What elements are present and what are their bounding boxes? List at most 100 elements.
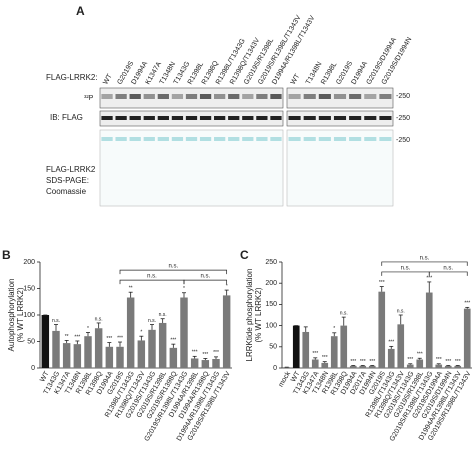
panel-label: C <box>240 248 249 262</box>
row-label: SDS-PAGE: <box>46 176 89 185</box>
significance: *** <box>117 335 123 341</box>
bar <box>321 362 329 368</box>
significance: * <box>226 283 228 289</box>
band <box>171 94 184 99</box>
band <box>101 94 113 99</box>
bar <box>84 336 92 368</box>
significance: n.s. <box>52 318 60 324</box>
band <box>318 137 331 141</box>
bar <box>463 308 471 368</box>
y-axis-label: LRRKtide phosphorylation <box>245 269 254 362</box>
band <box>318 94 331 99</box>
bar <box>454 365 462 368</box>
bracket-label: n.s. <box>401 266 411 272</box>
significance: ** <box>65 334 69 340</box>
significance: *** <box>213 350 219 356</box>
bar <box>169 347 178 368</box>
significance: n.s. <box>397 308 405 314</box>
significance: *** <box>360 359 366 365</box>
band <box>185 116 198 120</box>
y-tick-label: 100 <box>265 322 277 329</box>
row-label: FLAG-LRRK2 <box>46 165 96 174</box>
bracket <box>119 279 185 285</box>
significance: * <box>87 326 89 332</box>
y-tick-label: 100 <box>23 312 35 319</box>
y-axis-label: (% WT LRRK2) <box>16 287 25 342</box>
y-tick-label: 150 <box>265 301 277 308</box>
bar <box>368 365 376 368</box>
y-tick-label: 150 <box>23 285 35 292</box>
bar <box>62 343 71 368</box>
band <box>143 137 155 141</box>
bracket-label: n.s. <box>200 274 210 280</box>
significance: * <box>333 326 335 332</box>
y-tick-label: 0 <box>31 365 35 372</box>
bar <box>222 295 231 368</box>
significance: *** <box>426 275 432 281</box>
band <box>270 116 282 120</box>
bar <box>406 364 414 368</box>
row-label: IB: FLAG <box>50 113 83 122</box>
bar <box>444 365 452 368</box>
significance: *** <box>192 350 198 356</box>
band <box>303 94 316 99</box>
x-tick-label: WT <box>290 370 302 384</box>
significance: *** <box>464 301 470 307</box>
lane-label: WT <box>102 72 114 86</box>
bar <box>94 328 103 368</box>
x-tick-label: WT <box>39 370 51 384</box>
y-tick-label: 0 <box>273 365 277 372</box>
bar <box>52 330 60 368</box>
band <box>101 137 113 141</box>
band <box>364 94 377 99</box>
bar <box>158 322 167 368</box>
band <box>379 94 392 99</box>
band <box>171 137 184 141</box>
bracket-label: n.s. <box>420 256 430 262</box>
significance: *** <box>106 336 112 342</box>
significance: n.s. <box>340 310 348 316</box>
y-axis-label: (% WT LRRK2) <box>254 287 263 342</box>
band <box>288 116 301 120</box>
band <box>270 137 282 141</box>
band <box>129 137 141 141</box>
bar <box>212 358 220 368</box>
significance: *** <box>388 340 394 346</box>
significance: * <box>140 330 142 336</box>
band <box>157 116 169 120</box>
band <box>228 116 240 120</box>
bracket-label: n.s. <box>147 274 157 280</box>
marker: -250 <box>396 115 410 122</box>
significance: *** <box>445 359 451 365</box>
bracket <box>381 261 468 266</box>
band <box>228 94 240 99</box>
band <box>214 116 226 120</box>
bracket <box>428 271 468 276</box>
bar <box>73 344 82 368</box>
lane-label: WT <box>290 72 302 86</box>
bar <box>302 331 310 368</box>
bar <box>190 358 199 368</box>
band <box>256 137 268 141</box>
band <box>185 137 198 141</box>
band <box>242 137 254 141</box>
band <box>333 116 347 120</box>
significance: * <box>183 286 185 292</box>
significance: *** <box>312 351 318 357</box>
band <box>288 137 301 141</box>
bar <box>359 365 367 368</box>
bar <box>201 360 210 368</box>
band <box>379 116 392 120</box>
significance: *** <box>74 334 80 340</box>
band <box>199 137 212 141</box>
band <box>242 116 254 120</box>
row-label: ³²P <box>84 95 94 102</box>
band <box>256 94 268 99</box>
bar <box>435 364 443 368</box>
row-label: FLAG-LRRK2: <box>46 73 98 82</box>
band <box>157 94 169 99</box>
y-axis-label: Autophosphorylation <box>7 279 16 352</box>
band <box>364 137 377 141</box>
band <box>157 137 169 141</box>
bar <box>340 325 348 368</box>
